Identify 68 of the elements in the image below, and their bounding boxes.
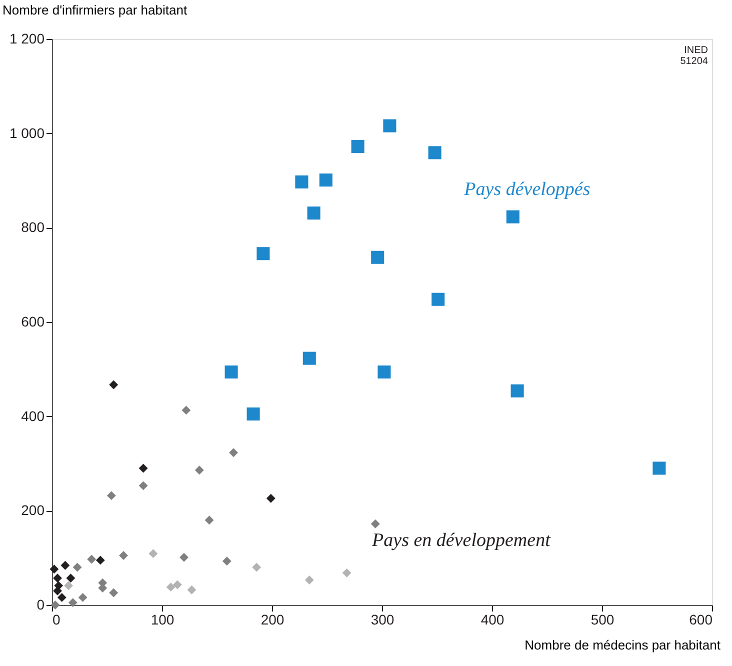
point xyxy=(371,250,384,264)
point xyxy=(66,574,76,583)
point xyxy=(307,206,320,220)
annotation: Pays développés xyxy=(463,178,590,200)
point xyxy=(224,365,238,379)
x-axis-title: Nombre de médecins par habitant xyxy=(524,638,721,652)
point xyxy=(510,384,524,398)
point xyxy=(187,585,196,594)
point xyxy=(50,564,59,574)
point xyxy=(109,588,118,598)
point xyxy=(87,554,96,564)
point xyxy=(428,146,442,160)
y-tick-label: 800 xyxy=(21,219,45,236)
x-tick-label: 600 xyxy=(689,612,713,628)
x-tick-label: 0 xyxy=(52,612,60,628)
point xyxy=(295,175,308,188)
x-tick-label: 200 xyxy=(260,612,284,628)
point xyxy=(50,600,60,610)
y-tick-label: 400 xyxy=(21,408,45,424)
point xyxy=(57,592,66,602)
point xyxy=(119,551,128,560)
point xyxy=(266,494,276,503)
point xyxy=(319,174,332,187)
y-tick-label: 200 xyxy=(21,502,45,518)
point xyxy=(432,292,445,306)
point xyxy=(148,549,158,558)
point xyxy=(252,562,262,572)
point xyxy=(342,568,352,578)
point xyxy=(652,462,666,475)
point xyxy=(53,574,62,583)
point xyxy=(383,119,396,132)
point xyxy=(256,247,270,260)
y-axis-title: Nombre d'infirmiers par habitant xyxy=(2,2,188,18)
point xyxy=(194,466,204,475)
point xyxy=(229,448,238,458)
point xyxy=(138,481,148,490)
point xyxy=(246,407,260,420)
x-tick-label: 400 xyxy=(480,612,504,628)
point xyxy=(370,519,380,528)
y-tick-label: 1 200 xyxy=(9,30,45,46)
point xyxy=(351,140,364,154)
point xyxy=(96,556,105,565)
point xyxy=(138,464,148,473)
y-tick-label: 600 xyxy=(21,314,45,330)
point xyxy=(204,516,214,525)
point xyxy=(172,580,182,590)
point xyxy=(506,210,520,224)
point xyxy=(106,491,116,500)
annotation: Pays en développement xyxy=(371,530,552,551)
point xyxy=(72,562,82,572)
y-tick-label: 0 xyxy=(36,596,45,612)
point xyxy=(222,556,232,566)
point xyxy=(60,560,70,570)
y-tick-label: 1 000 xyxy=(9,124,45,141)
point xyxy=(78,592,88,602)
point xyxy=(378,365,391,379)
point xyxy=(182,406,191,415)
x-tick-label: 500 xyxy=(590,612,614,628)
point xyxy=(64,581,73,590)
point xyxy=(68,598,78,608)
point xyxy=(304,576,314,584)
annotation: INED 51204 xyxy=(680,45,708,67)
point xyxy=(302,352,316,365)
point xyxy=(166,582,176,592)
x-tick-label: 300 xyxy=(370,612,394,628)
point xyxy=(180,552,188,562)
point xyxy=(109,380,118,390)
x-tick-label: 100 xyxy=(150,612,174,628)
